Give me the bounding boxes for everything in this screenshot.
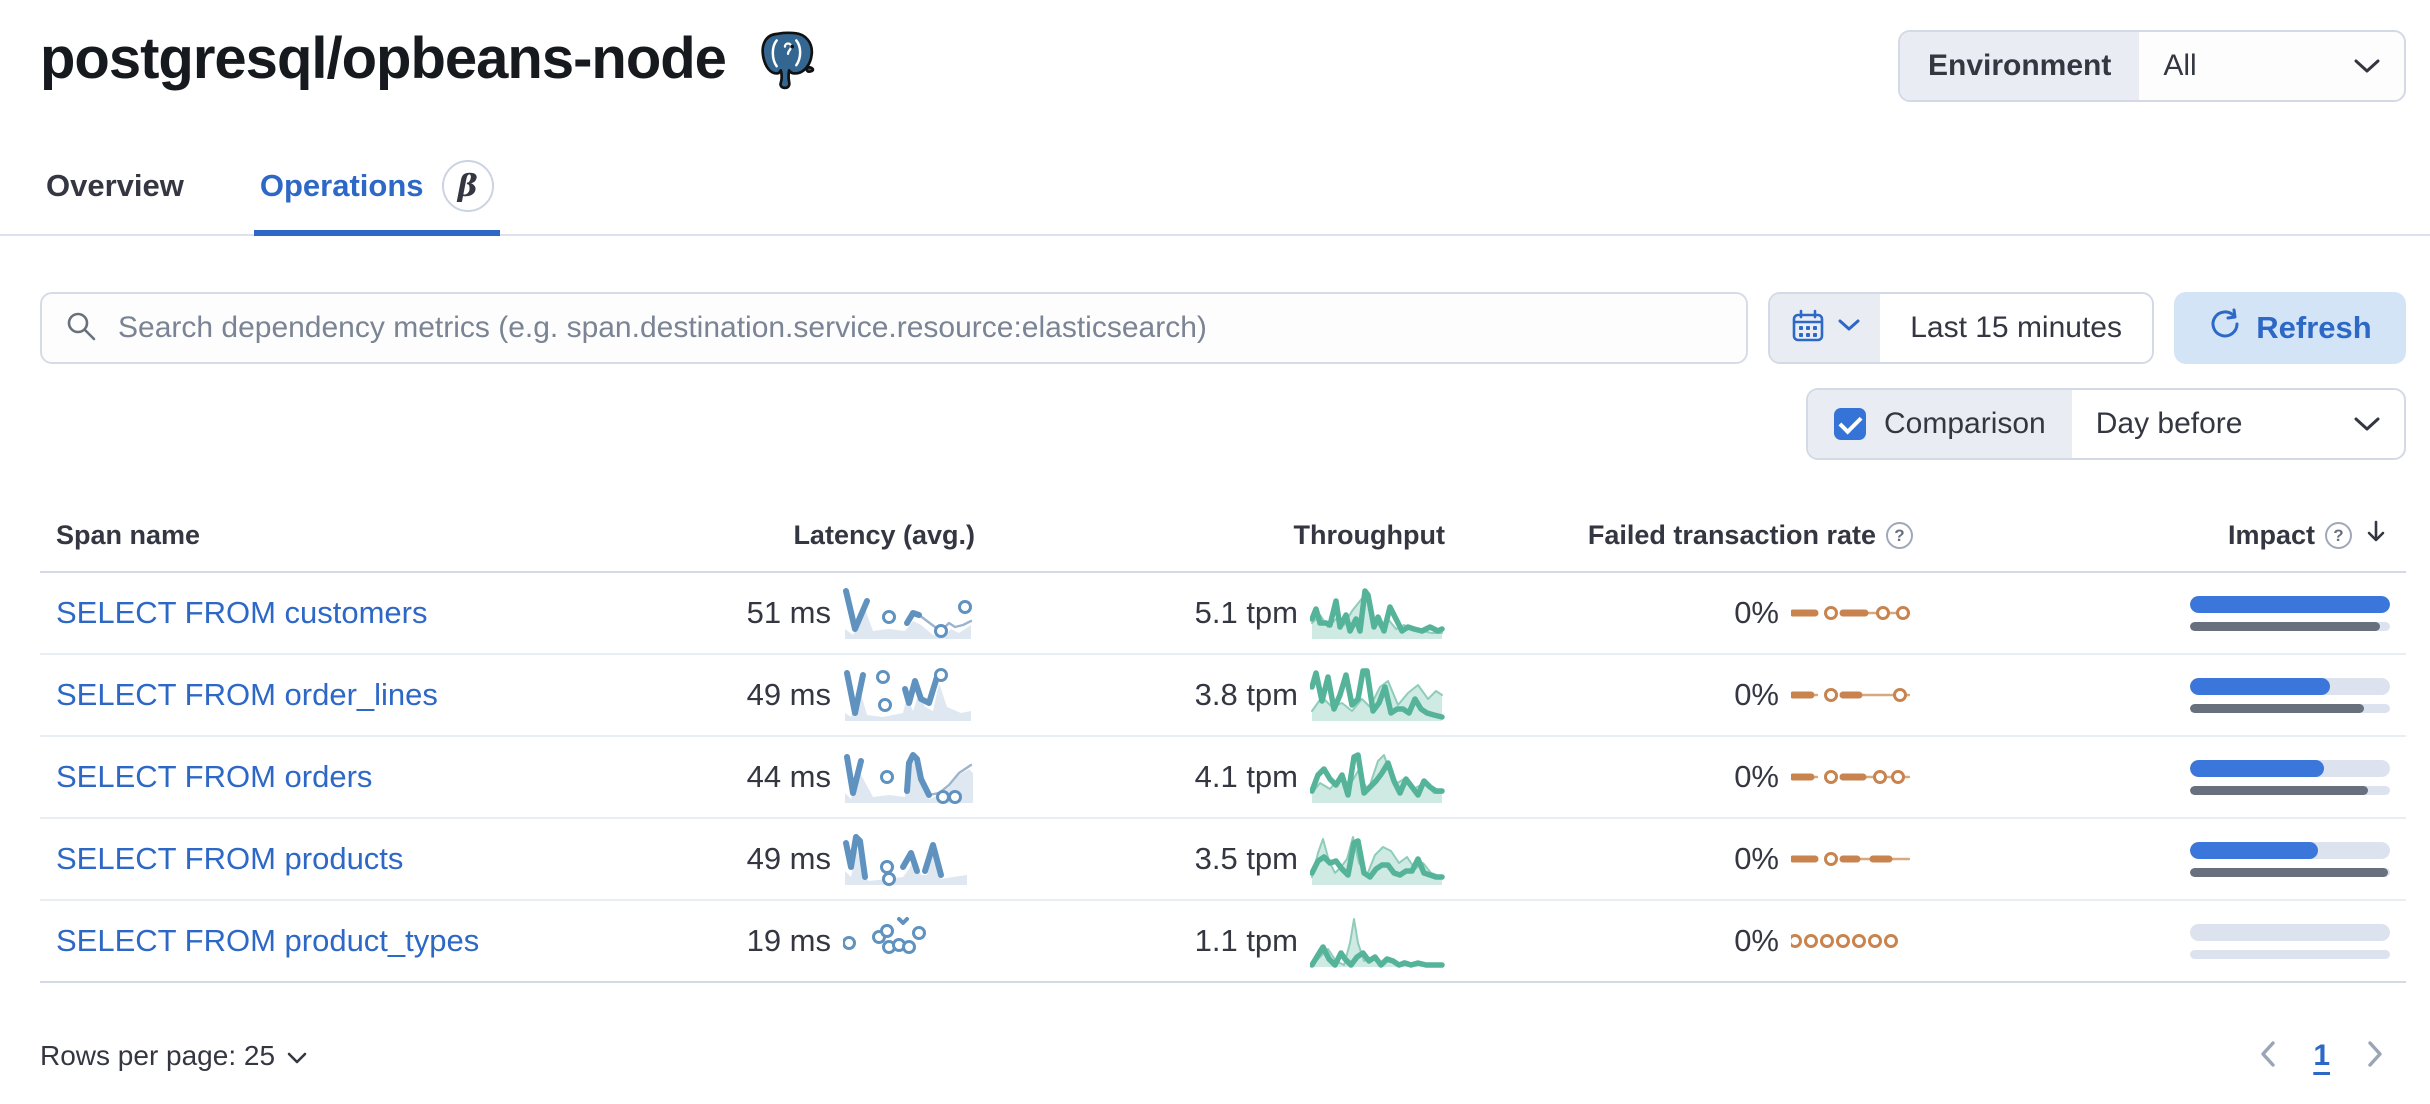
comparison-select[interactable]: Day before [2072, 390, 2404, 458]
rows-per-page-label: Rows per page: 25 [40, 1039, 276, 1071]
help-icon[interactable]: ? [1886, 522, 1913, 549]
column-header-span-name: Span name [40, 504, 711, 573]
failed-rate-sparkline [1791, 585, 1913, 641]
toolbar: Last 15 minutes Refresh [40, 292, 2406, 364]
comparison-control: Comparison Day before [1806, 388, 2406, 460]
throughput-sparkline [1310, 667, 1445, 723]
throughput-value: 1.1 tpm [1194, 923, 1298, 958]
operations-table: Span name Latency (avg.) Throughput Fail… [40, 504, 2406, 983]
search-icon [64, 309, 98, 348]
span-name-link[interactable]: SELECT FROM order_lines [56, 677, 438, 712]
column-header-latency: Latency (avg.) [711, 504, 991, 573]
latency-sparkline [843, 831, 975, 887]
table-row: SELECT FROM order_lines 49 ms 3.8 tpm 0% [40, 654, 2406, 737]
table-row: SELECT FROM customers 51 ms 5.1 tpm 0% [40, 572, 2406, 655]
refresh-label: Refresh [2256, 310, 2372, 345]
throughput-value: 3.8 tpm [1194, 677, 1298, 712]
table-footer: Rows per page: 25 1 [40, 1035, 2406, 1076]
page-number-1[interactable]: 1 [2313, 1038, 2330, 1072]
failed-rate-value: 0% [1734, 759, 1779, 794]
chevron-down-icon [1838, 319, 1860, 338]
table-row: SELECT FROM product_types 19 ms 1.1 tpm … [40, 900, 2406, 983]
column-header-throughput: Throughput [991, 504, 1461, 573]
latency-sparkline [843, 667, 975, 723]
search-input[interactable] [116, 310, 1725, 346]
tab-bar: Overview Operations β [0, 154, 2430, 236]
impact-bars [2190, 677, 2390, 713]
comparison-checkbox[interactable] [1834, 408, 1866, 440]
failed-rate-value: 0% [1734, 595, 1779, 630]
latency-value: 49 ms [746, 841, 831, 876]
tab-operations[interactable]: Operations β [253, 154, 500, 236]
comparison-row: Comparison Day before [40, 388, 2406, 460]
latency-value: 19 ms [746, 923, 831, 958]
throughput-sparkline [1310, 585, 1445, 641]
failed-rate-value: 0% [1734, 677, 1779, 712]
throughput-value: 3.5 tpm [1194, 841, 1298, 876]
table-row: SELECT FROM orders 44 ms 4.1 tpm 0% [40, 736, 2406, 819]
column-header-failed-rate: Failed transaction rate? [1461, 504, 1929, 573]
refresh-button[interactable]: Refresh [2174, 292, 2406, 364]
page-header: postgresql/opbeans-node Environment All [40, 20, 2406, 102]
date-picker: Last 15 minutes [1768, 292, 2154, 364]
chevron-down-icon [2354, 49, 2380, 83]
sort-desc-icon [2362, 518, 2390, 553]
throughput-sparkline [1310, 913, 1445, 969]
latency-sparkline [843, 585, 975, 641]
table-header-row: Span name Latency (avg.) Throughput Fail… [40, 504, 2406, 573]
failed-rate-sparkline [1791, 749, 1913, 805]
latency-sparkline [843, 749, 975, 805]
tab-overview-label: Overview [46, 168, 184, 203]
time-range-display[interactable]: Last 15 minutes [1910, 311, 2122, 344]
refresh-icon [2208, 308, 2240, 348]
rows-per-page-button[interactable]: Rows per page: 25 [40, 1040, 307, 1072]
failed-rate-sparkline [1791, 667, 1913, 723]
failed-rate-sparkline [1791, 831, 1913, 887]
throughput-sparkline [1310, 831, 1445, 887]
tab-operations-label: Operations [259, 168, 424, 203]
column-header-impact[interactable]: Impact? [1929, 504, 2406, 573]
failed-rate-sparkline [1791, 913, 1913, 969]
failed-rate-value: 0% [1734, 923, 1779, 958]
throughput-value: 4.1 tpm [1194, 759, 1298, 794]
pagination: 1 [2253, 1035, 2406, 1076]
environment-value: All [2163, 49, 2197, 82]
previous-page-button[interactable] [2253, 1035, 2283, 1076]
throughput-value: 5.1 tpm [1194, 595, 1298, 630]
tab-overview[interactable]: Overview [40, 154, 190, 236]
comparison-label: Comparison [1884, 407, 2046, 440]
beta-badge: β [441, 160, 494, 212]
throughput-sparkline [1310, 749, 1445, 805]
latency-value: 49 ms [746, 677, 831, 712]
chevron-down-icon [2354, 407, 2380, 441]
dependency-operations-page: postgresql/opbeans-node Environment All [0, 0, 2430, 1076]
comparison-value: Day before [2095, 407, 2243, 440]
calendar-icon [1790, 308, 1826, 349]
impact-bars [2190, 595, 2390, 631]
impact-bars [2190, 759, 2390, 795]
latency-value: 44 ms [746, 759, 831, 794]
impact-bars [2190, 923, 2390, 959]
chevron-down-icon [287, 1040, 307, 1072]
impact-bars [2190, 841, 2390, 877]
span-name-link[interactable]: SELECT FROM orders [56, 759, 373, 794]
span-name-link[interactable]: SELECT FROM product_types [56, 923, 480, 958]
environment-select[interactable]: Environment All [1898, 30, 2406, 102]
search-box [40, 292, 1749, 364]
span-name-link[interactable]: SELECT FROM customers [56, 595, 428, 630]
date-quick-select-button[interactable] [1770, 294, 1881, 362]
failed-rate-value: 0% [1734, 841, 1779, 876]
postgresql-logo-icon [754, 26, 820, 97]
help-icon[interactable]: ? [2325, 522, 2352, 549]
latency-value: 51 ms [746, 595, 831, 630]
latency-sparkline [843, 913, 975, 969]
environment-label: Environment [1900, 32, 2140, 100]
next-page-button[interactable] [2360, 1035, 2390, 1076]
table-row: SELECT FROM products 49 ms 3.5 tpm 0% [40, 818, 2406, 901]
span-name-link[interactable]: SELECT FROM products [56, 841, 404, 876]
page-title: postgresql/opbeans-node [40, 26, 727, 91]
